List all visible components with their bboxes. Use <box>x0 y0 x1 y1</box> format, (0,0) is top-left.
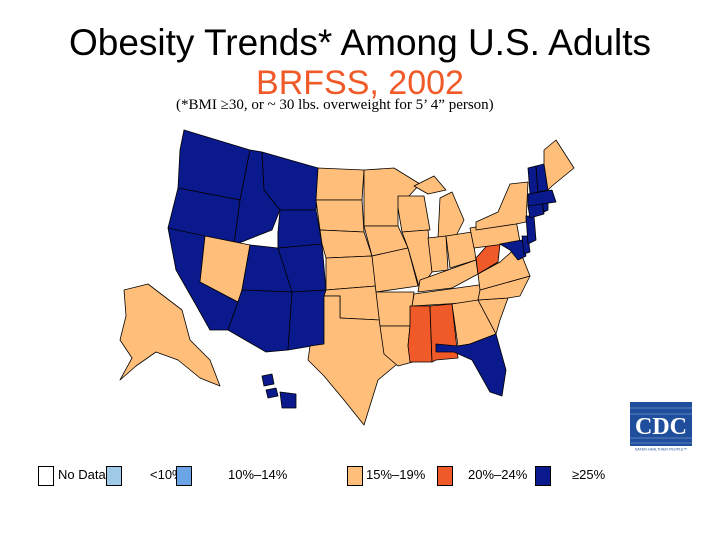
state-HI-2 <box>265 387 279 399</box>
state-WA <box>177 129 251 201</box>
legend-swatch-15-19 <box>347 466 363 486</box>
cdc-logo-tagline: SAFER·HEALTHIER·PEOPLE™ <box>635 448 687 452</box>
state-MS <box>407 305 433 363</box>
legend-swatch-10-14 <box>176 466 192 486</box>
legend-swatch-no-data <box>38 466 54 486</box>
legend-swatch-lt10 <box>106 466 122 486</box>
state-MD <box>499 239 527 261</box>
state-NM <box>287 289 327 351</box>
bmi-footnote: (*BMI ≥30, or ~ 30 lbs. overweight for 5… <box>176 97 494 113</box>
title-line1: Obesity Trends* Among U.S. Adults <box>68 22 651 63</box>
state-WI <box>397 195 431 233</box>
state-NY <box>475 181 529 231</box>
legend-label-10-14: 10%–14% <box>228 467 288 482</box>
state-IN <box>427 235 449 273</box>
cdc-logo-text: CDC <box>635 414 687 440</box>
cdc-logo: CDC SAFER·HEALTHIER·PEOPLE™ <box>630 402 692 452</box>
state-MI <box>437 191 465 239</box>
state-SD <box>315 199 365 233</box>
state-MO <box>371 247 419 293</box>
state-NJ <box>525 215 537 245</box>
state-WY <box>277 209 323 249</box>
legend-swatch-20-24 <box>437 466 453 486</box>
state-AR <box>375 291 415 327</box>
state-FL <box>435 333 507 397</box>
state-TX <box>307 295 403 426</box>
legend-label-25plus: ≥25% <box>572 467 606 482</box>
state-ND <box>315 167 365 201</box>
state-HI-3 <box>279 391 297 409</box>
legend-label-lt10: <10% <box>150 467 184 482</box>
state-AK <box>119 283 221 387</box>
state-NE <box>319 229 373 259</box>
state-ME <box>543 139 575 191</box>
legend-swatch-25plus <box>535 466 551 486</box>
state-MI-upper <box>413 175 447 195</box>
state-MA <box>527 189 557 207</box>
legend-label-15-19: 15%–19% <box>366 467 426 482</box>
state-KS <box>325 255 377 291</box>
legend-label-no-data: No Data <box>58 467 106 482</box>
legend-label-20-24: 20%–24% <box>468 467 528 482</box>
state-HI <box>261 373 275 387</box>
title-line2: BRFSS, 2002 <box>256 64 464 102</box>
